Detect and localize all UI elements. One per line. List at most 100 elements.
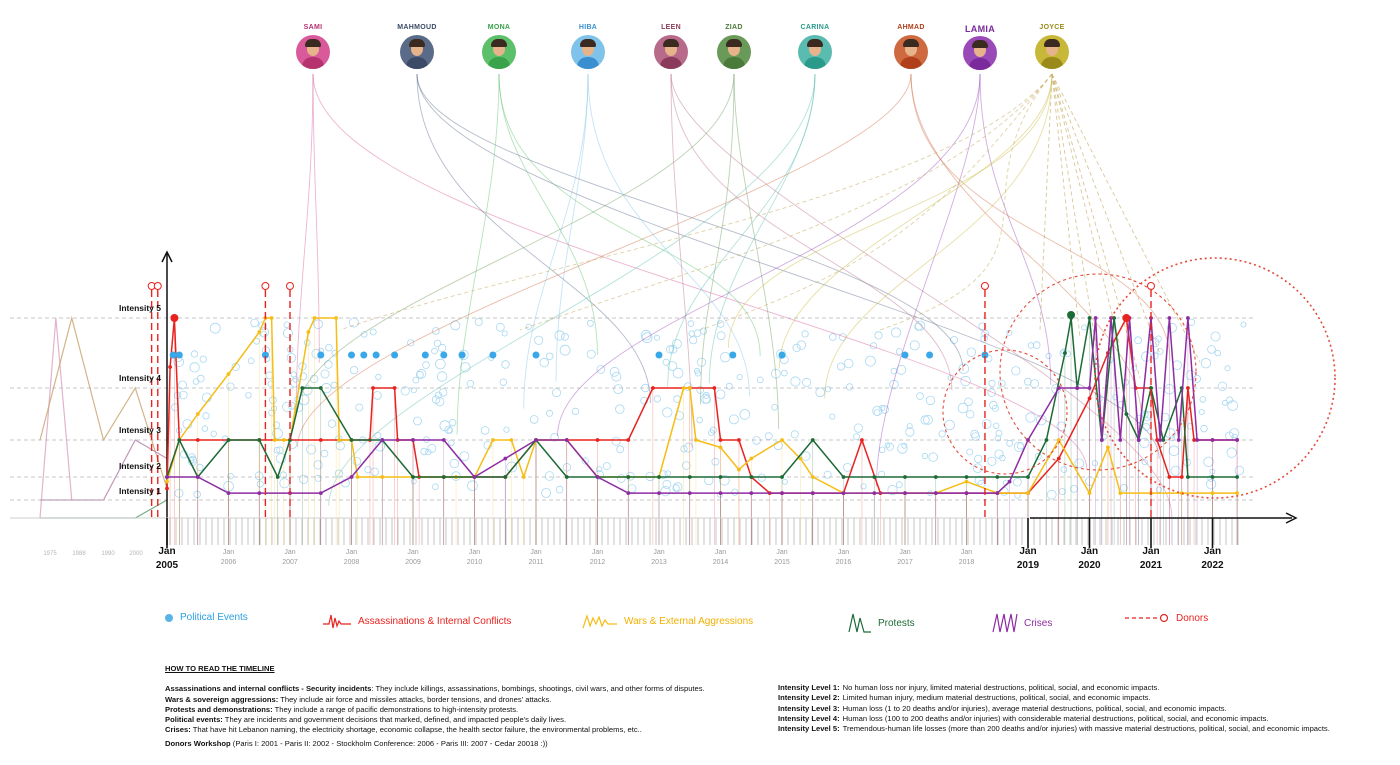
pre-line <box>39 317 73 519</box>
bubble <box>415 370 424 379</box>
bubble <box>627 484 637 494</box>
bubble <box>449 458 460 469</box>
persona-thread <box>328 73 816 506</box>
donor-thread <box>1051 73 1201 363</box>
series-point <box>1158 438 1163 442</box>
series-point <box>441 438 446 442</box>
series-point <box>1149 386 1153 390</box>
series-point <box>687 386 692 390</box>
bubble <box>896 364 907 375</box>
persona-name: SAMI <box>303 24 323 31</box>
series-point <box>1063 351 1067 355</box>
bubble <box>770 368 781 379</box>
bubble <box>1200 358 1212 369</box>
howto-crises: Crises: That have hit Lebanon naming, th… <box>165 725 642 735</box>
bubble <box>673 482 683 492</box>
legend-political-label: Political Events <box>180 612 248 623</box>
series-point <box>595 438 600 442</box>
x-tick-year: 2008 <box>344 559 360 566</box>
avatar <box>482 35 516 69</box>
bubble <box>815 387 825 398</box>
x-tick-year: 2013 <box>651 559 667 566</box>
political-events <box>169 351 989 359</box>
bubble <box>989 400 998 410</box>
bubble <box>662 358 670 366</box>
series-point <box>749 475 754 479</box>
series-point <box>1087 491 1092 495</box>
bubble <box>736 374 743 381</box>
bubble <box>890 327 902 338</box>
bubble <box>602 462 611 471</box>
legend-assassinations-label: Assassinations & Internal Conflicts <box>358 615 512 627</box>
donor-thread <box>1051 73 1081 339</box>
series-point <box>933 491 938 495</box>
bubble <box>980 335 988 343</box>
bubble <box>771 403 778 411</box>
bubble <box>313 460 323 470</box>
avatar <box>296 35 330 69</box>
x-tick-year: 2017 <box>897 559 913 566</box>
bubble <box>1074 458 1085 469</box>
bubble <box>853 423 863 433</box>
bubble <box>653 334 660 341</box>
bubble <box>828 333 837 341</box>
bubble <box>694 370 702 377</box>
series-point <box>509 438 514 442</box>
bubble <box>227 473 234 480</box>
legend-assassinations: Assassinations & Internal Conflicts <box>322 612 511 630</box>
series-point <box>226 491 231 495</box>
bubble <box>611 371 622 382</box>
donor-thread <box>699 73 1053 331</box>
series-point <box>718 445 723 450</box>
persona-thread <box>296 73 912 447</box>
donor-marker <box>286 282 294 290</box>
x-ticks: Jan 2005 Jan 2006 Jan 2007 Jan 2008 Jan 2009 Jan 20… <box>43 518 1224 571</box>
x-tick-month: Jan <box>776 549 787 556</box>
bubble <box>909 340 920 351</box>
bubble <box>352 456 362 466</box>
bubble <box>422 361 430 369</box>
bubble <box>1006 439 1014 447</box>
legend-donors: Donors <box>1124 612 1208 624</box>
bubble <box>905 427 915 437</box>
series-point <box>300 386 305 390</box>
bubble <box>309 374 319 384</box>
bubble <box>680 445 688 453</box>
bubble <box>925 395 936 406</box>
series-point <box>995 475 1000 479</box>
series-point <box>380 475 385 479</box>
bubble <box>247 357 255 365</box>
x-tick-month: Jan <box>407 549 418 556</box>
bubble <box>325 344 333 352</box>
bubble <box>964 397 973 407</box>
bubble <box>254 471 264 481</box>
bubble <box>696 416 703 424</box>
bubble <box>256 480 264 488</box>
bubble <box>1025 412 1036 423</box>
series-point <box>491 438 495 442</box>
bubble <box>988 379 996 387</box>
persona-hiba: HIBA <box>558 24 618 69</box>
persona-name: AHMAD <box>897 24 925 31</box>
donor-thread <box>1051 73 1101 371</box>
bubble <box>250 318 259 328</box>
bubble <box>320 369 330 379</box>
bubble <box>201 425 208 432</box>
bubble <box>458 349 469 361</box>
persona-threads <box>295 73 1201 518</box>
series-point <box>810 438 815 442</box>
bubble <box>756 376 764 384</box>
series-point <box>687 475 692 479</box>
series-point <box>1087 316 1092 320</box>
bubble <box>425 448 432 456</box>
highlight-circle <box>1094 257 1336 499</box>
bubble <box>279 478 290 489</box>
x-tick-year: 2012 <box>590 559 606 566</box>
axes <box>10 250 1298 545</box>
bubble <box>1134 336 1143 345</box>
bubble <box>1166 322 1177 333</box>
bubble <box>581 457 589 465</box>
bubble <box>334 469 343 478</box>
series-point <box>165 486 169 491</box>
bubble <box>994 449 1004 459</box>
